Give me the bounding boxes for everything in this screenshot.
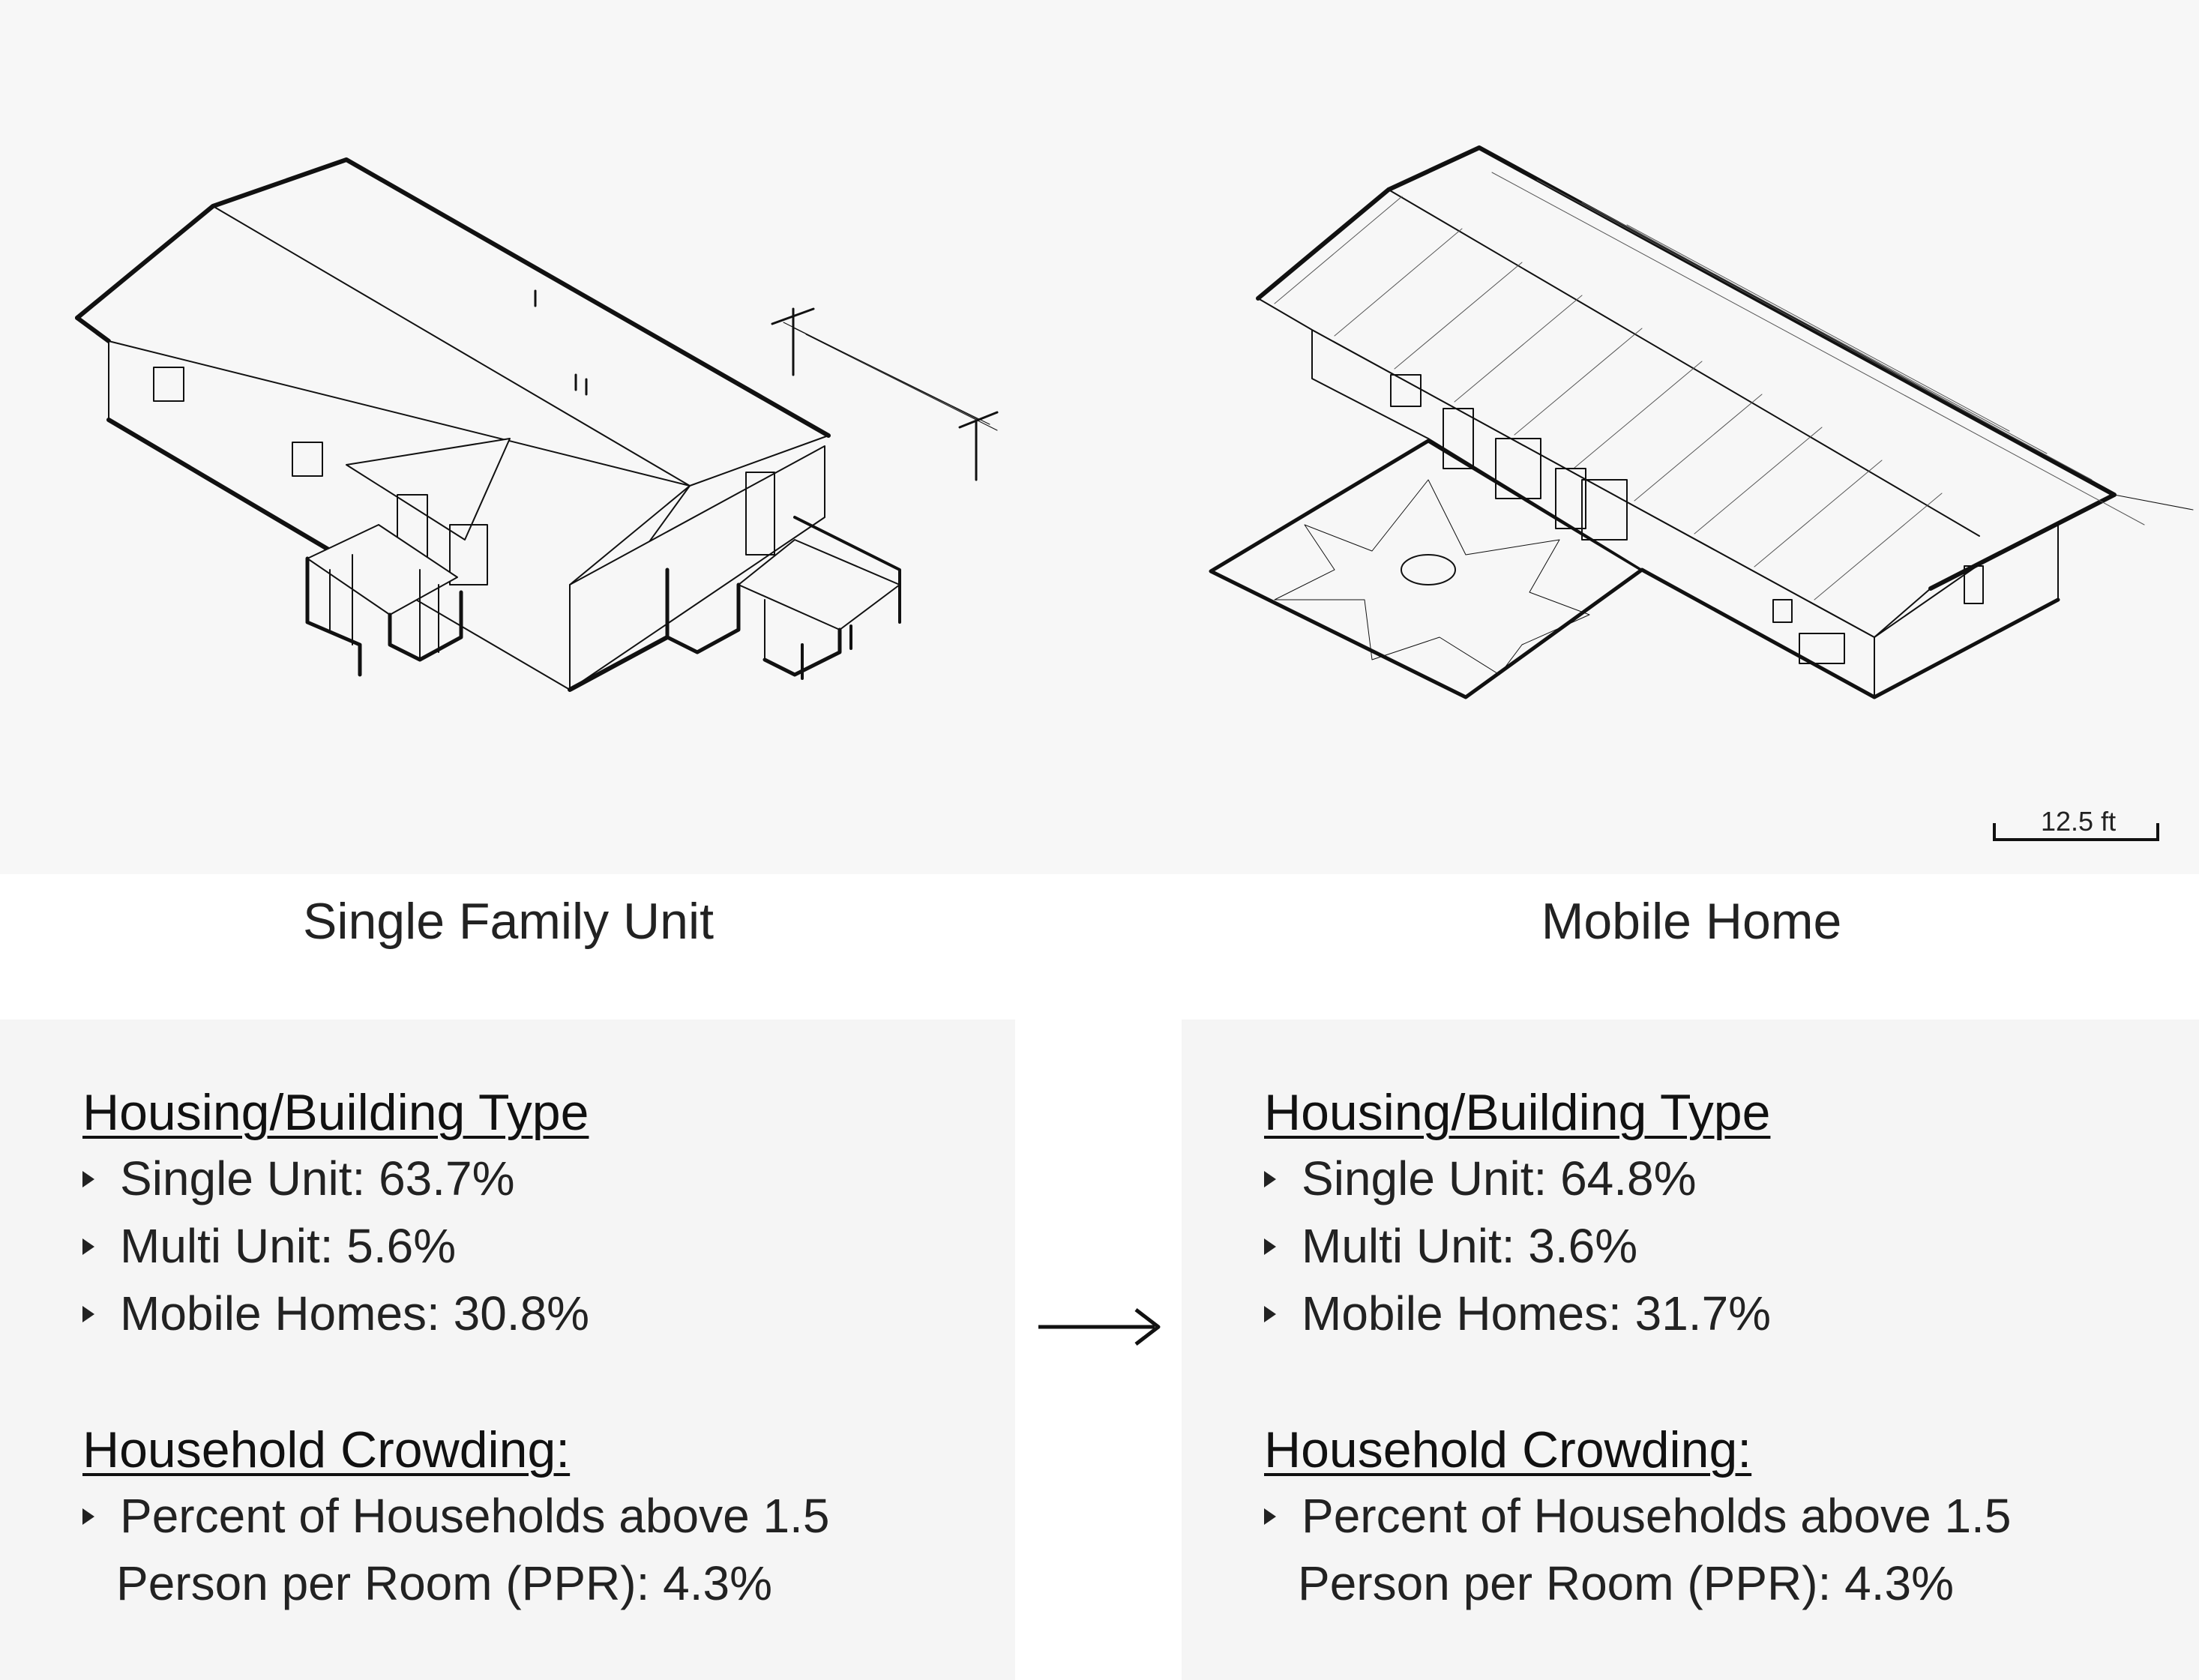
bullet-triangle-icon (82, 1508, 94, 1525)
bullet-triangle-icon (82, 1306, 94, 1322)
caption-mobile-home: Mobile Home (1541, 893, 1842, 950)
bullet-crowding: Percent of Households above 1.5 (82, 1488, 829, 1544)
bullet-multi-unit: Multi Unit: 3.6% (1264, 1218, 1637, 1274)
house-illustrations (75, 145, 2194, 841)
bullet-multi-unit: Multi Unit: 5.6% (82, 1218, 456, 1274)
bullet-triangle-icon (1264, 1306, 1276, 1322)
illustration-area: 12.5 ft (75, 145, 2194, 841)
bullet-triangle-icon (1264, 1238, 1276, 1255)
stat-text: Percent of Households above 1.5 (1302, 1489, 2012, 1543)
housing-type-heading: Housing/Building Type (82, 1084, 589, 1141)
left-stats-panel: Housing/Building Type Single Unit: 63.7%… (0, 1020, 1015, 1680)
bullet-crowding: Percent of Households above 1.5 (1264, 1488, 2011, 1544)
bullet-triangle-icon (82, 1238, 94, 1255)
stat-text: Mobile Homes: 30.8% (120, 1286, 590, 1340)
household-crowding-heading: Household Crowding: (1264, 1421, 1752, 1478)
bullet-single-unit: Single Unit: 64.8% (1264, 1151, 1697, 1206)
bullet-triangle-icon (1264, 1171, 1276, 1187)
bullet-mobile-homes: Mobile Homes: 31.7% (1264, 1286, 1771, 1341)
stat-text: Multi Unit: 3.6% (1302, 1219, 1638, 1273)
stat-text: Single Unit: 63.7% (120, 1151, 515, 1205)
scale-bar (1993, 823, 2159, 841)
bullet-triangle-icon (1264, 1508, 1276, 1525)
stat-text-continued: Person per Room (PPR): 4.3% (1298, 1556, 1954, 1610)
bullet-triangle-icon (82, 1171, 94, 1187)
right-arrow-icon (1038, 1308, 1161, 1346)
stat-text: Percent of Households above 1.5 (120, 1489, 830, 1543)
single-family-house-icon (75, 157, 999, 692)
stat-text: Mobile Homes: 31.7% (1302, 1286, 1772, 1340)
household-crowding-heading: Household Crowding: (82, 1421, 571, 1478)
housing-type-heading: Housing/Building Type (1264, 1084, 1771, 1141)
mobile-home-icon (1209, 145, 2194, 699)
stat-text: Single Unit: 64.8% (1302, 1151, 1697, 1205)
caption-single-family: Single Family Unit (303, 893, 714, 950)
right-stats-panel: Housing/Building Type Single Unit: 64.8%… (1182, 1020, 2199, 1680)
bullet-mobile-homes: Mobile Homes: 30.8% (82, 1286, 589, 1341)
scale-bar-label: 12.5 ft (2041, 806, 2117, 837)
bullet-single-unit: Single Unit: 63.7% (82, 1151, 515, 1206)
stat-text-continued: Person per Room (PPR): 4.3% (116, 1556, 772, 1610)
stat-text: Multi Unit: 5.6% (120, 1219, 457, 1273)
